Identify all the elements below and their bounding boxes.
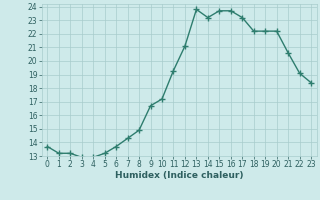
- X-axis label: Humidex (Indice chaleur): Humidex (Indice chaleur): [115, 171, 244, 180]
